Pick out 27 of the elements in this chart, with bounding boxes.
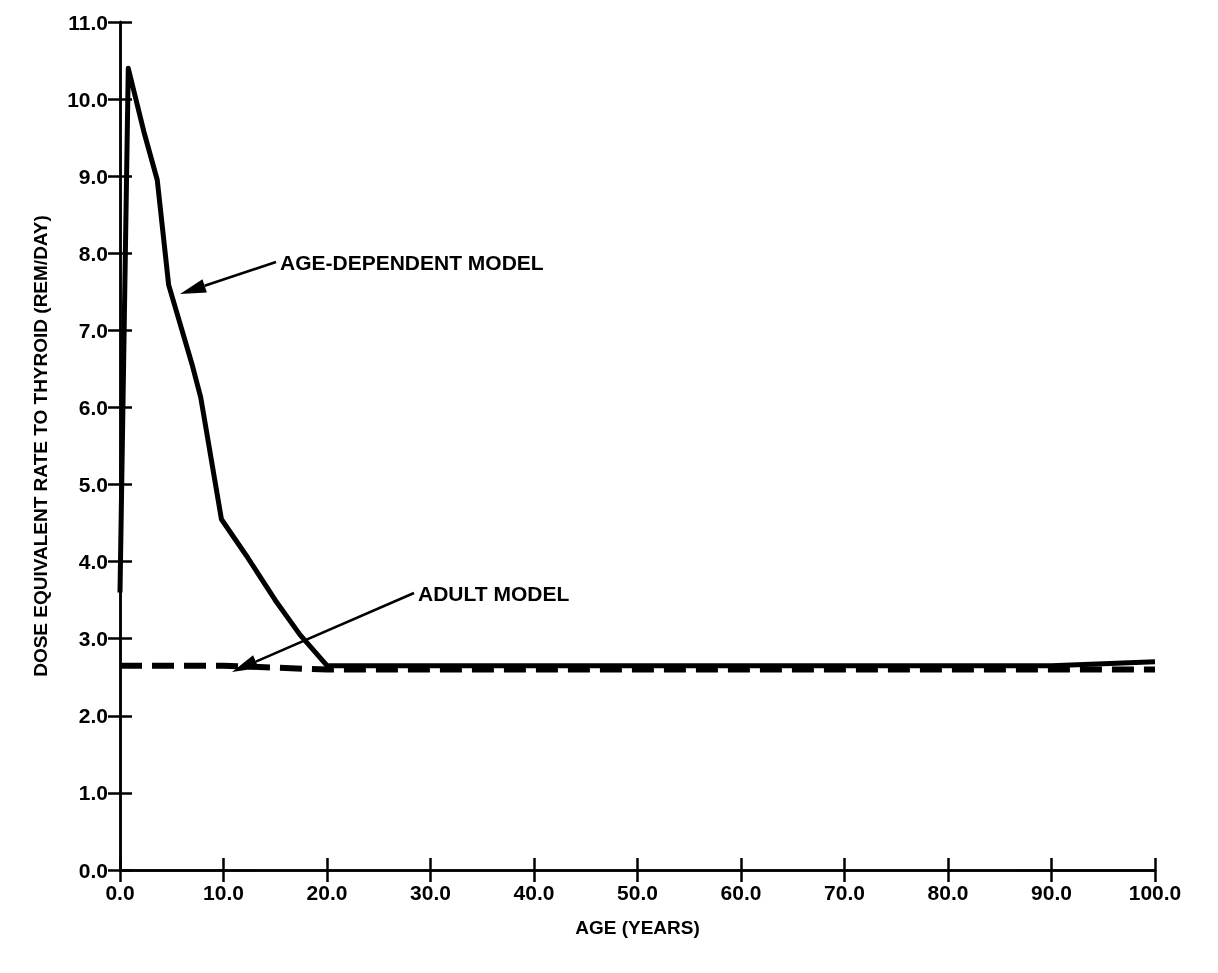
- y-tick-label: 6.0: [78, 395, 108, 419]
- y-tick-label: 4.0: [78, 550, 108, 574]
- x-tick-label: 100.0: [1128, 881, 1182, 904]
- y-tick-label: 8.0: [78, 241, 108, 265]
- y-tick-label: 9.0: [78, 164, 108, 188]
- y-tick-label: 10.0: [67, 87, 108, 111]
- y-axis-title: DOSE EQUIVALENT RATE TO THYROID (REM/DAY): [30, 215, 51, 677]
- y-tick-label: 11.0: [68, 10, 108, 34]
- x-tick-label: 60.0: [720, 881, 762, 904]
- x-tick-label: 90.0: [1031, 881, 1072, 904]
- x-tick-label: 30.0: [410, 881, 451, 904]
- y-tick-label: 5.0: [78, 473, 108, 497]
- x-axis-title: AGE (YEARS): [575, 917, 700, 938]
- y-tick-label: 7.0: [78, 318, 108, 342]
- x-tick-label: 20.0: [306, 881, 348, 904]
- x-tick-label: 10.0: [203, 881, 244, 904]
- x-tick-label: 80.0: [927, 881, 969, 904]
- y-tick-label: 0.0: [78, 858, 108, 882]
- annotation: AGE-DEPENDENT MODEL: [280, 250, 544, 274]
- y-tick-label: 2.0: [78, 704, 108, 728]
- y-tick-label: 1.0: [78, 781, 108, 805]
- x-tick-label: 0.0: [105, 881, 135, 904]
- annotation: ADULT MODEL: [418, 581, 570, 605]
- x-tick-label: 40.0: [513, 881, 555, 904]
- x-tick-label: 70.0: [824, 881, 865, 904]
- y-tick-label: 3.0: [78, 627, 108, 651]
- x-tick-label: 50.0: [617, 881, 658, 904]
